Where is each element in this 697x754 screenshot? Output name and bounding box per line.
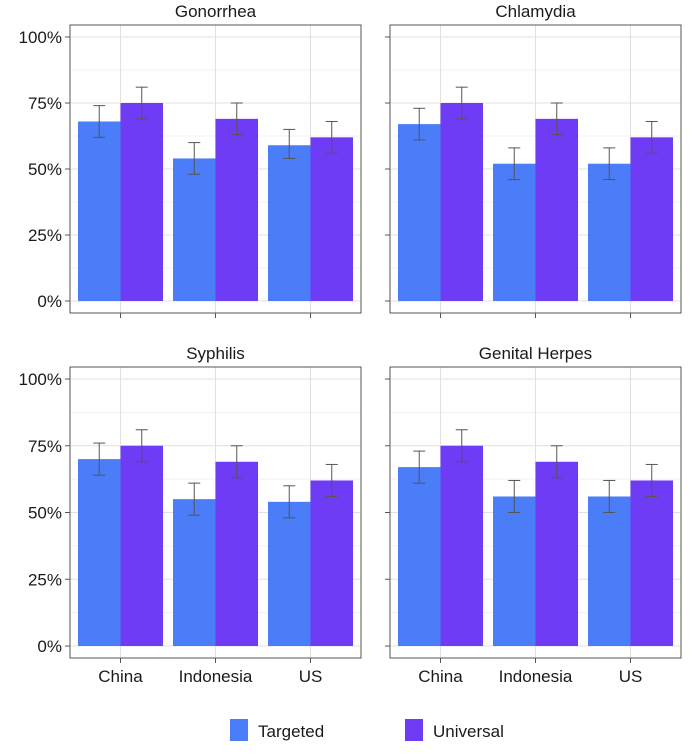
panel-title: Syphilis bbox=[186, 344, 245, 363]
y-tick-label: 100% bbox=[19, 28, 62, 47]
panel-title: Chlamydia bbox=[495, 2, 576, 21]
x-tick-label: US bbox=[619, 667, 643, 686]
y-tick-label: 100% bbox=[19, 370, 62, 389]
bar-universal-china bbox=[440, 103, 483, 301]
y-tick-label: 0% bbox=[37, 292, 62, 311]
legend-swatch-targeted bbox=[230, 719, 248, 741]
bar-targeted-china bbox=[78, 459, 121, 646]
bar-targeted-us bbox=[588, 496, 631, 646]
bar-universal-indonesia bbox=[215, 461, 258, 646]
legend-swatch-universal bbox=[405, 719, 423, 741]
bar-targeted-china bbox=[398, 467, 441, 646]
bar-targeted-china bbox=[78, 121, 121, 301]
bar-universal-us bbox=[630, 480, 673, 646]
y-tick-label: 25% bbox=[28, 226, 62, 245]
bar-targeted-us bbox=[588, 163, 631, 301]
x-tick-label: Indonesia bbox=[499, 667, 573, 686]
bar-targeted-us bbox=[268, 145, 311, 301]
bar-universal-us bbox=[630, 137, 673, 301]
bar-universal-indonesia bbox=[535, 461, 578, 646]
bar-universal-china bbox=[440, 445, 483, 646]
bar-targeted-us bbox=[268, 501, 311, 646]
panel-title: Gonorrhea bbox=[175, 2, 257, 21]
legend-label-universal: Universal bbox=[433, 722, 504, 741]
bar-universal-china bbox=[120, 103, 163, 301]
x-tick-label: Indonesia bbox=[179, 667, 253, 686]
bar-universal-indonesia bbox=[215, 118, 258, 301]
legend-label-targeted: Targeted bbox=[258, 722, 324, 741]
y-tick-label: 25% bbox=[28, 570, 62, 589]
y-tick-label: 75% bbox=[28, 437, 62, 456]
bar-universal-china bbox=[120, 445, 163, 646]
y-tick-label: 75% bbox=[28, 94, 62, 113]
x-tick-label: China bbox=[418, 667, 463, 686]
bar-universal-us bbox=[310, 480, 353, 646]
x-tick-label: China bbox=[98, 667, 143, 686]
bar-universal-indonesia bbox=[535, 118, 578, 301]
bar-universal-us bbox=[310, 137, 353, 301]
x-tick-label: US bbox=[299, 667, 323, 686]
y-tick-label: 50% bbox=[28, 504, 62, 523]
bar-targeted-indonesia bbox=[173, 499, 216, 646]
y-tick-label: 50% bbox=[28, 160, 62, 179]
bar-targeted-china bbox=[398, 124, 441, 302]
bar-targeted-indonesia bbox=[493, 163, 536, 301]
y-tick-label: 0% bbox=[37, 637, 62, 656]
bar-targeted-indonesia bbox=[173, 158, 216, 301]
bar-targeted-indonesia bbox=[493, 496, 536, 646]
panel-title: Genital Herpes bbox=[479, 344, 592, 363]
